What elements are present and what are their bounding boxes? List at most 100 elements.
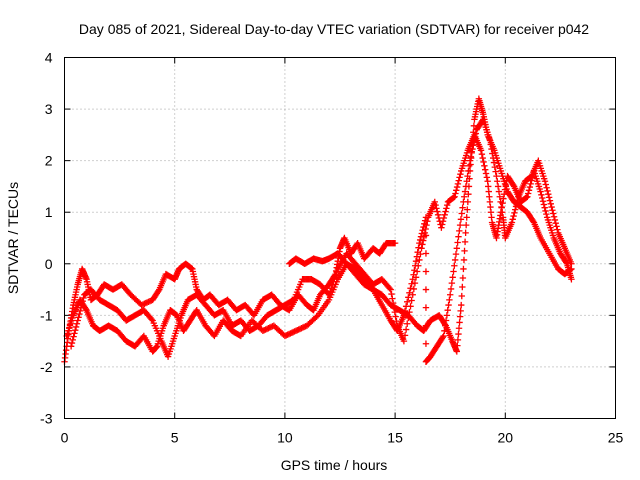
data-point bbox=[544, 187, 551, 195]
data-point bbox=[458, 292, 465, 300]
data-point bbox=[510, 181, 517, 189]
data-point bbox=[386, 285, 393, 292]
data-point bbox=[487, 141, 494, 148]
data-point bbox=[462, 229, 469, 237]
data-point bbox=[70, 333, 77, 340]
data-point bbox=[442, 317, 450, 324]
data-point bbox=[457, 170, 464, 178]
data-point bbox=[458, 210, 465, 217]
data-point bbox=[401, 307, 409, 315]
data-point bbox=[440, 214, 448, 222]
data-point bbox=[441, 327, 448, 335]
data-point bbox=[422, 214, 430, 221]
data-point bbox=[482, 170, 490, 177]
data-point bbox=[422, 322, 430, 329]
data-point bbox=[391, 308, 399, 316]
data-point bbox=[433, 205, 440, 212]
data-point bbox=[527, 180, 534, 188]
data-point bbox=[325, 291, 333, 298]
data-point bbox=[464, 172, 471, 180]
y-tick-label: 4 bbox=[45, 50, 53, 66]
data-point bbox=[330, 278, 337, 286]
data-point bbox=[480, 158, 487, 166]
data-point bbox=[461, 247, 468, 255]
data-point bbox=[478, 150, 486, 158]
data-point bbox=[456, 174, 463, 181]
data-point bbox=[501, 186, 509, 193]
x-axis-label: GPS time / hours bbox=[281, 457, 388, 473]
data-point bbox=[539, 198, 547, 205]
data-point bbox=[540, 201, 548, 208]
data-point bbox=[489, 154, 497, 162]
data-point bbox=[420, 223, 427, 231]
series-track-4 bbox=[286, 116, 575, 365]
data-point bbox=[421, 220, 428, 228]
data-point bbox=[68, 339, 76, 347]
data-point bbox=[441, 211, 448, 218]
data-point bbox=[538, 191, 545, 199]
data-point bbox=[470, 138, 478, 145]
x-tick-label: 20 bbox=[498, 430, 514, 446]
data-point bbox=[525, 187, 533, 194]
y-axis-label: SDTVAR / TECUs bbox=[5, 182, 21, 294]
data-point bbox=[512, 206, 519, 213]
data-point bbox=[388, 290, 395, 298]
data-point bbox=[415, 244, 422, 251]
data-point bbox=[417, 233, 425, 240]
data-point bbox=[333, 268, 340, 276]
data-point bbox=[496, 193, 503, 200]
data-point bbox=[422, 268, 430, 275]
data-point bbox=[460, 256, 468, 264]
data-point bbox=[553, 223, 560, 230]
data-point bbox=[550, 210, 557, 217]
data-point bbox=[331, 275, 338, 282]
data-point bbox=[545, 190, 552, 198]
data-point bbox=[471, 134, 479, 141]
x-tick-label: 25 bbox=[608, 430, 624, 446]
data-point bbox=[75, 314, 82, 321]
data-point bbox=[549, 207, 556, 214]
data-point bbox=[470, 141, 477, 149]
data-point bbox=[495, 188, 503, 195]
data-point bbox=[77, 304, 85, 311]
data-point bbox=[390, 304, 398, 311]
data-point bbox=[392, 313, 399, 320]
data-point bbox=[488, 145, 495, 153]
data-point bbox=[541, 204, 548, 211]
data-point bbox=[449, 274, 456, 281]
data-point bbox=[497, 198, 504, 206]
y-tick-labels: -3 -2 -1 0 1 2 3 4 bbox=[40, 50, 53, 427]
data-point bbox=[493, 172, 500, 180]
data-point bbox=[406, 289, 413, 296]
series-track-3 bbox=[67, 131, 575, 360]
data-point bbox=[409, 291, 416, 298]
data-point bbox=[421, 217, 429, 224]
data-point bbox=[479, 154, 486, 162]
data-point bbox=[453, 245, 461, 252]
data-point bbox=[514, 196, 521, 204]
data-point bbox=[546, 197, 554, 204]
data-point bbox=[463, 214, 470, 221]
data-point bbox=[498, 203, 505, 211]
data-point bbox=[494, 178, 501, 185]
data-point bbox=[422, 304, 430, 311]
data-point bbox=[548, 203, 555, 211]
data-point bbox=[459, 204, 466, 211]
data-point bbox=[413, 253, 421, 260]
data-point bbox=[438, 224, 445, 231]
data-point bbox=[422, 250, 430, 257]
y-tick-label: -3 bbox=[40, 411, 53, 427]
data-point bbox=[447, 285, 455, 293]
data-point bbox=[508, 219, 516, 226]
data-point bbox=[446, 296, 453, 304]
data-point bbox=[411, 267, 418, 274]
data-point bbox=[443, 312, 451, 319]
data-point bbox=[465, 190, 472, 198]
data-point bbox=[422, 340, 430, 347]
data-point bbox=[462, 183, 470, 190]
data-point bbox=[547, 200, 554, 208]
data-point bbox=[67, 343, 75, 350]
data-point bbox=[477, 147, 485, 154]
data-point bbox=[408, 297, 415, 304]
